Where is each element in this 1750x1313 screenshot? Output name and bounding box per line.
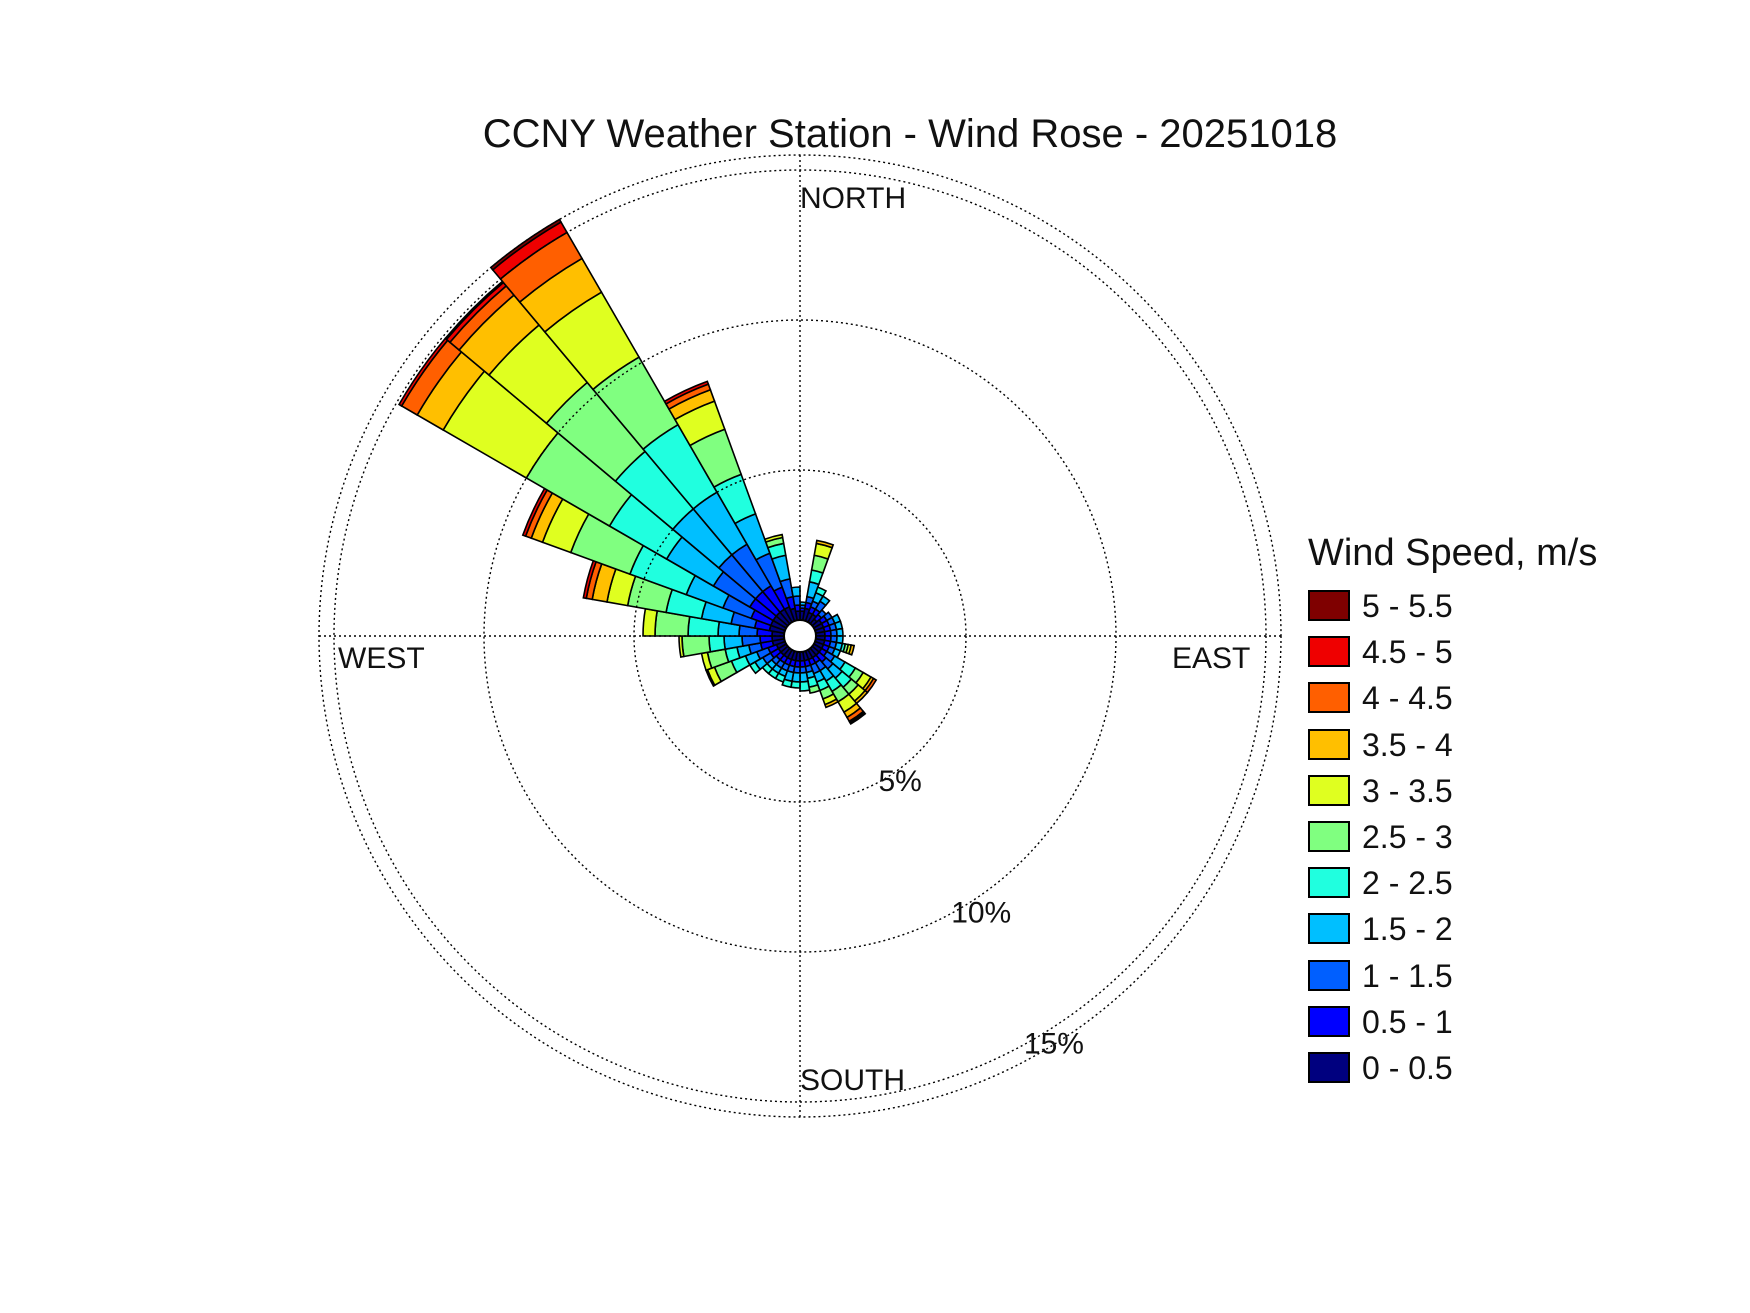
sector-155-bin-7 — [823, 698, 840, 709]
legend-swatch — [1308, 636, 1350, 668]
legend-swatch — [1308, 728, 1350, 760]
sector-105-bin-7 — [847, 644, 856, 656]
sector-335-bin-9 — [663, 380, 710, 405]
legend-swatch — [1308, 821, 1350, 852]
legend-swatch — [1308, 1005, 1350, 1037]
legend-title: Wind Speed, m/s — [1308, 532, 1598, 574]
ring-label-1: 5% — [878, 765, 921, 798]
sector-85-bin-3 — [835, 627, 844, 637]
sector-355-bin-2 — [792, 595, 801, 607]
sector-265-bin-3 — [723, 635, 744, 651]
legend-label: 4 - 4.5 — [1362, 680, 1453, 717]
direction-label-south: SOUTH — [800, 1064, 905, 1097]
ring-label-3: 15% — [1024, 1028, 1084, 1061]
direction-label-east: EAST — [1172, 642, 1250, 675]
sector-35-bin-3 — [818, 595, 831, 607]
direction-label-north: NORTH — [800, 182, 906, 215]
legend-label: 5 - 5.5 — [1362, 588, 1453, 624]
legend-swatch — [1308, 682, 1350, 714]
sector-175-bin-3 — [799, 671, 809, 683]
sector-265-bin-4 — [708, 635, 727, 653]
sector-275-bin-6 — [642, 607, 659, 637]
legend-label: 0.5 - 1 — [1362, 1003, 1453, 1040]
legend-swatch — [1308, 913, 1350, 945]
sector-165-bin-5 — [808, 683, 821, 695]
legend-swatch — [1308, 867, 1350, 899]
legend-label: 3.5 - 4 — [1362, 726, 1453, 763]
legend-label: 1 - 1.5 — [1362, 957, 1453, 994]
legend-label: 0 - 0.5 — [1362, 1050, 1453, 1086]
sector-layer — [397, 218, 878, 725]
chart-title: CCNY Weather Station - Wind Rose - 20251… — [482, 112, 1338, 156]
legend-swatch — [1308, 959, 1350, 991]
legend-swatch — [1308, 1052, 1350, 1083]
label-layer: NORTH SOUTH WEST EAST 5% 10% 15% — [338, 182, 1250, 1097]
direction-label-west: WEST — [338, 642, 425, 675]
legend-swatch — [1308, 774, 1350, 806]
sector-175-bin-4 — [799, 680, 811, 692]
sector-265-bin-1 — [759, 635, 774, 644]
sector-15-bin-7 — [815, 539, 835, 549]
sector-145-bin-10 — [848, 711, 867, 725]
sector-195-bin-4 — [781, 678, 793, 689]
legend-label: 2.5 - 3 — [1362, 819, 1453, 855]
legend-label: 3 - 3.5 — [1362, 772, 1453, 809]
legend-swatch — [1308, 590, 1350, 621]
legend-label: 1.5 - 2 — [1362, 911, 1453, 948]
sector-355-bin-3 — [790, 586, 801, 598]
ring-label-2: 10% — [951, 896, 1011, 929]
sector-345-bin-6 — [763, 533, 784, 544]
center-hub — [783, 619, 817, 653]
legend-label: 4.5 - 5 — [1362, 634, 1453, 671]
sector-25-bin-4 — [814, 586, 828, 598]
legend-label: 2 - 2.5 — [1362, 865, 1453, 902]
